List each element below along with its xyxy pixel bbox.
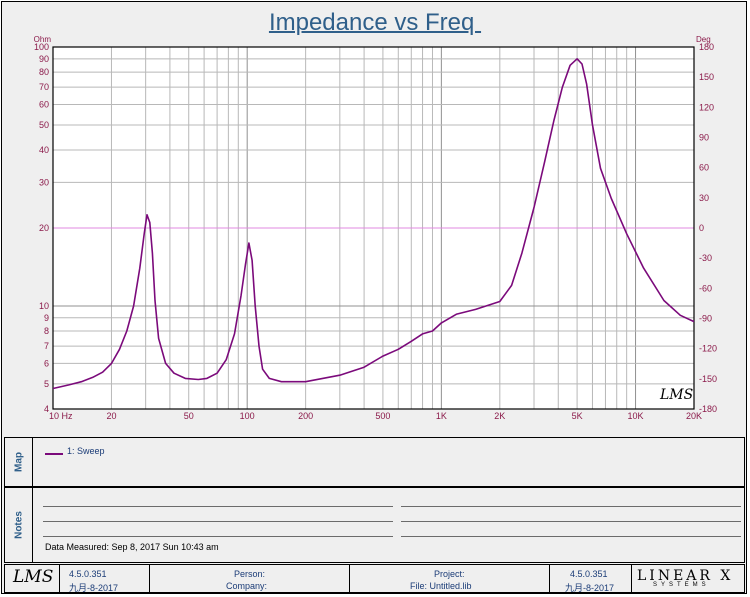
legend-swatch: [45, 453, 63, 455]
file-label: File: Untitled.lib: [410, 581, 472, 591]
x-tick-label: 2K: [494, 411, 505, 421]
person-label: Person:: [234, 569, 266, 579]
x-tick-label: 5K: [572, 411, 583, 421]
x-tick-label: 10 Hz: [49, 411, 73, 421]
footer-person-cell: Person: Company:: [150, 565, 350, 592]
y-tick-label-right: 0: [699, 223, 704, 233]
map-tab[interactable]: Map: [5, 438, 33, 486]
x-tick-label: 1K: [436, 411, 447, 421]
y-tick-label-right: 30: [699, 193, 709, 203]
y-tick-label-left: 50: [39, 120, 49, 130]
notes-label: Notes: [13, 511, 24, 539]
y-tick-label-left: 6: [44, 358, 49, 368]
left-unit-label: Ohm: [34, 35, 52, 44]
y-tick-label-right: 180: [699, 42, 714, 52]
y-tick-label-left: 70: [39, 82, 49, 92]
y-tick-label-left: 9: [44, 313, 49, 323]
version-left: 4.5.0.351: [69, 569, 107, 579]
y-tick-label-left: 5: [44, 379, 49, 389]
map-panel: Map 1: Sweep: [4, 437, 745, 487]
x-tick-label: 500: [375, 411, 390, 421]
y-tick-label-right: -90: [699, 314, 712, 324]
notes-tab[interactable]: Notes: [5, 488, 33, 562]
footer-bar: LMS 4.5.0.351 九月-8-2017 Person: Company:…: [4, 564, 745, 593]
footer-version-right-cell: 4.5.0.351 九月-8-2017: [550, 565, 632, 593]
y-tick-label-left: 90: [39, 54, 49, 64]
chart-title: Impedance vs Freq: [268, 9, 482, 36]
y-tick-label-left: 4: [44, 404, 49, 414]
version-right: 4.5.0.351: [570, 569, 608, 579]
x-tick-label: 20K: [686, 411, 702, 421]
y-tick-label-left: 7: [44, 341, 49, 351]
legend-entry[interactable]: 1: Sweep: [67, 446, 105, 456]
note-line[interactable]: [401, 506, 741, 507]
y-tick-label-right: -150: [699, 374, 717, 384]
y-tick-label-left: 10: [39, 301, 49, 311]
date-left: 九月-8-2017: [69, 583, 119, 593]
data-measured: Data Measured: Sep 8, 2017 Sun 10:43 am: [45, 542, 219, 552]
notes-panel: Notes Data Measured: Sep 8, 2017 Sun 10:…: [4, 487, 745, 563]
y-tick-label-right: 60: [699, 163, 709, 173]
impedance-curve: [52, 57, 695, 390]
footer-logo-cell: LMS: [5, 565, 60, 592]
y-tick-label-left: 20: [39, 223, 49, 233]
note-line[interactable]: [401, 521, 741, 522]
date-right: 九月-8-2017: [565, 583, 615, 593]
y-tick-label-left: 40: [39, 145, 49, 155]
x-tick-label: 10K: [628, 411, 644, 421]
lms-logo: LMS: [13, 567, 54, 587]
y-tick-label-left: 30: [39, 177, 49, 187]
y-tick-label-right: -60: [699, 283, 712, 293]
plot-frame: [52, 46, 695, 410]
note-line[interactable]: [43, 536, 393, 537]
linearx-systems: SYSTEMS: [653, 582, 710, 588]
x-tick-label: 100: [240, 411, 255, 421]
note-line[interactable]: [43, 506, 393, 507]
y-tick-label-left: 80: [39, 67, 49, 77]
footer-version-cell: 4.5.0.351 九月-8-2017: [60, 565, 150, 593]
y-tick-label-right: -180: [699, 404, 717, 414]
x-tick-label: 20: [106, 411, 116, 421]
y-tick-label-right: 120: [699, 102, 714, 112]
y-tick-label-right: -120: [699, 344, 717, 354]
y-tick-label-right: 150: [699, 72, 714, 82]
x-tick-label: 200: [298, 411, 313, 421]
y-tick-label-right: 90: [699, 133, 709, 143]
note-line[interactable]: [401, 536, 741, 537]
y-tick-label-left: 8: [44, 326, 49, 336]
impedance-chart: 10 Hz 20 50 100 200 500 1K 2K 5K 10K 20K1009080706…: [34, 35, 717, 421]
right-unit-label: Deg: [696, 35, 711, 44]
y-tick-label-left: 60: [39, 99, 49, 109]
linearx-logo: LINEAR X: [637, 568, 734, 584]
map-label: Map: [13, 452, 24, 472]
x-tick-label: 50: [184, 411, 194, 421]
project-label: Project:: [434, 569, 465, 579]
footer-project-cell: Project: File: Untitled.lib: [350, 565, 550, 592]
note-line[interactable]: [43, 521, 393, 522]
y-tick-label-left: 100: [34, 42, 49, 52]
lms-watermark: LMS: [659, 387, 693, 403]
company-label: Company:: [226, 581, 268, 591]
y-tick-label-right: -30: [699, 253, 712, 263]
